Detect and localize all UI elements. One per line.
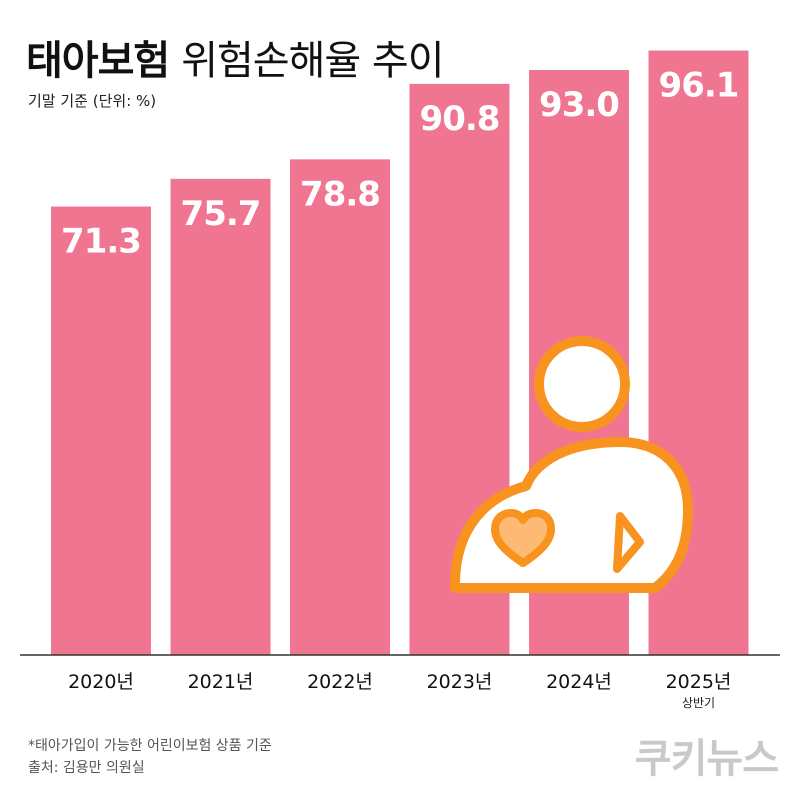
bar-1 <box>51 206 151 655</box>
x-tick-label-6: 2025년 <box>666 671 732 693</box>
illustration-tag <box>613 512 644 573</box>
footnote: *태아가입이 가능한 어린이보험 상품 기준 출처: 김용만 의원실 <box>28 735 272 779</box>
footnote-source: 출처: 김용만 의원실 <box>28 760 145 776</box>
footnote-note: *태아가입이 가능한 어린이보험 상품 기준 <box>28 738 272 754</box>
bar-value-label-6: 96.1 <box>659 66 739 106</box>
bar-value-label-3: 78.8 <box>300 174 380 214</box>
chart-subtitle: 기말 기준 (단위: %) <box>28 92 157 110</box>
x-tick-label-1: 2020년 <box>68 671 134 693</box>
illustration-heart <box>491 509 555 567</box>
x-tick-label-5: 2024년 <box>546 671 612 693</box>
x-tick-sublabel-6: 상반기 <box>682 696 715 710</box>
bar-2 <box>170 178 271 656</box>
bar-value-label-2: 75.7 <box>181 194 261 234</box>
bar-value-label-1: 71.3 <box>61 222 141 262</box>
brand-logo-text: 쿠키뉴스 <box>634 736 779 782</box>
person-with-heart-icon <box>450 336 693 593</box>
bar-3 <box>290 159 390 655</box>
chart-title-rest: 위험손해율 추이 <box>181 38 444 84</box>
illustration-head <box>534 336 630 432</box>
x-tick-label-3: 2022년 <box>307 671 373 693</box>
x-tick-label-4: 2023년 <box>427 671 493 693</box>
x-tick-label-2: 2021년 <box>188 671 254 693</box>
chart-title-bold: 태아보험 <box>26 38 170 84</box>
bar-value-label-5: 93.0 <box>539 85 619 125</box>
chart-title: 태아보험 위험손해율 추이 <box>26 28 445 86</box>
bar-value-label-4: 90.8 <box>420 99 500 139</box>
